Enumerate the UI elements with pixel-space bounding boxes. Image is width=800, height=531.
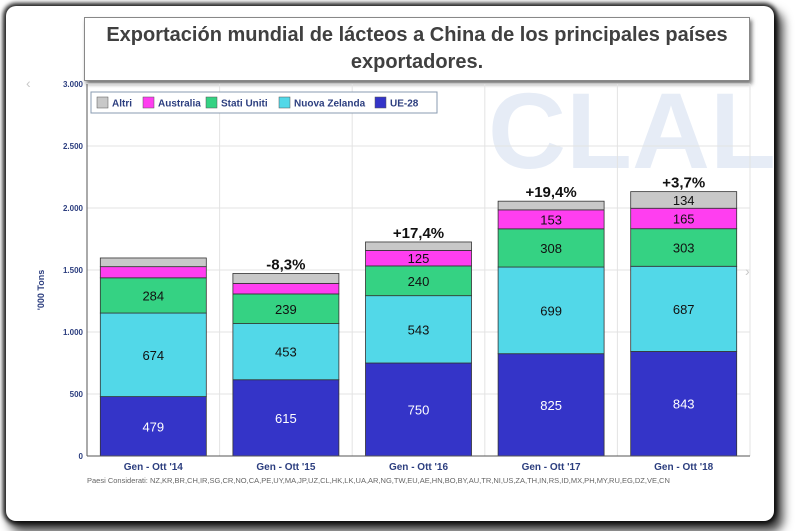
data-label: 843 [673,397,695,412]
data-label: 479 [142,419,164,434]
y-tick-label: 500 [70,390,84,399]
y-tick-label: 1.000 [63,328,84,337]
chart-title: Exportación mundial de lácteos a China d… [106,24,728,73]
bar-segment-ue-28 [232,379,340,457]
x-tick-label: Gen - Ott '15 [256,462,315,473]
data-label: 615 [275,411,297,426]
prev-arrow-icon[interactable]: ‹ [26,75,31,91]
legend-swatch [374,96,387,109]
data-label: 674 [142,348,164,363]
data-label: 543 [408,322,430,337]
next-arrow-icon[interactable]: › [745,263,750,279]
bar-segment-altri [232,273,340,284]
y-tick-label: 0 [79,452,84,461]
x-tick-label: Gen - Ott '16 [389,462,448,473]
legend-box [90,91,438,114]
legend-label: Nuova Zelanda [294,99,366,110]
legend-swatch [96,96,109,109]
bar-segment-nuova-zelanda [630,265,738,352]
bars-group: 479 674 284 615 453 239 -8,3% 750 543 240 125 +17,4… [99,175,738,457]
legend-swatch [278,96,291,109]
data-label: 308 [540,241,562,256]
data-label: 134 [673,193,695,208]
bar-segment-ue-28 [365,362,472,457]
bar-segment-ue-28 [497,353,605,457]
growth-annotation: +19,4% [525,184,576,201]
data-label: 153 [540,212,562,227]
bar-segment-altri [99,257,207,268]
legend-label: Stati Uniti [221,99,268,110]
data-label: 165 [673,211,695,226]
legend-label: Altri [112,99,132,110]
bar-segment-australia [99,266,207,279]
y-tick-label: 2.000 [63,204,84,213]
bar-segment-stati-uniti [497,228,605,268]
data-label: 303 [673,240,695,255]
watermark-logo: CLAL [488,70,776,191]
data-label: 240 [408,274,430,289]
y-tick-label: 1.500 [63,266,84,275]
bar-segment-nuova-zelanda [497,266,605,355]
bar-segment-altri [497,200,605,211]
data-label: 825 [540,398,562,413]
bar-segment-stati-uniti [630,228,738,267]
chart-title-box: Exportación mundial de lácteos a China d… [84,17,750,81]
legend: Altri Australia Stati Uniti Nuova Zelanda UE… [90,91,438,114]
growth-annotation: -8,3% [266,256,305,273]
legend-swatch [142,96,155,109]
bar-segment-australia [232,282,340,295]
growth-annotation: +3,7% [662,175,705,192]
bar-segment-nuova-zelanda [99,312,207,398]
data-label: 125 [408,251,430,266]
legend-label: UE-28 [390,99,419,110]
y-tick-label: 3.000 [63,80,84,89]
data-label: 453 [275,345,297,360]
footnote: Paesi Considerati: NZ,KR,BR,CH,IR,SG,CR,… [87,476,670,485]
data-label: 750 [408,403,430,418]
data-label: 284 [142,288,164,303]
x-tick-label: Gen - Ott '18 [654,462,713,473]
bar-segment-altri [365,241,472,251]
data-label: 687 [673,302,695,317]
x-tick-label: Gen - Ott '17 [522,462,581,473]
x-tick-label: Gen - Ott '14 [124,462,183,473]
legend-label: Australia [158,99,201,110]
bar-segment-ue-28 [99,396,207,457]
y-tick-label: 2.500 [63,142,84,151]
bar-segment-stati-uniti [365,265,472,297]
bar-segment-stati-uniti [99,277,207,314]
bar-segment-nuova-zelanda [365,295,472,364]
bar-segment-altri [630,191,738,209]
growth-annotation: +17,4% [393,225,444,242]
legend-swatch [205,96,218,109]
bar-segment-stati-uniti [232,293,340,324]
data-label: 239 [275,302,297,317]
bar-segment-ue-28 [630,351,738,457]
y-axis-label: '000 Tons [36,270,46,311]
axes-group: 0 500 1.000 1.500 2.000 2.500 3.000 '000 Tons Ge… [36,80,750,473]
data-label: 699 [540,303,562,318]
